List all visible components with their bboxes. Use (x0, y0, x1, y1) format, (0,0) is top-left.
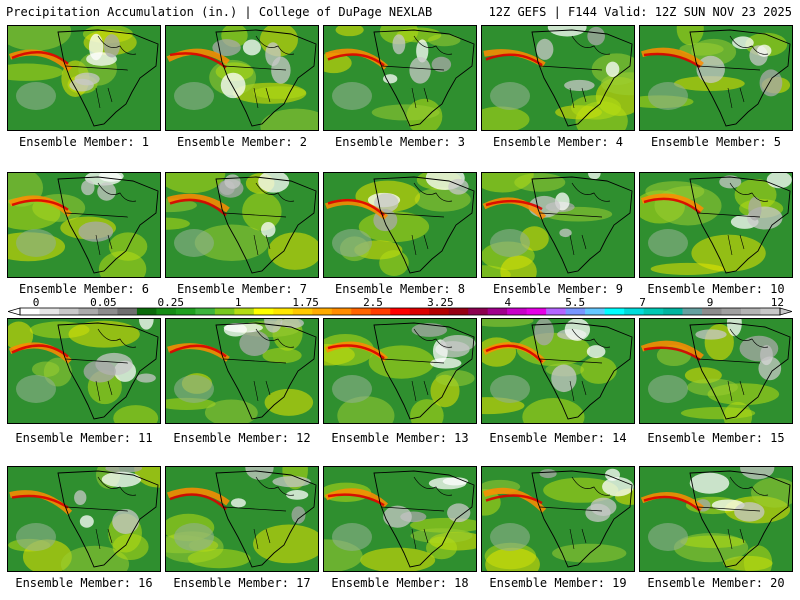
legend-swatch (741, 308, 761, 315)
legend-swatch (409, 308, 430, 315)
ensemble-member-label: Ensemble Member: 20 (647, 576, 785, 590)
ensemble-map-panel (7, 318, 161, 424)
header-valid-time: 12Z GEFS | F144 Valid: 12Z SUN NOV 23 20… (488, 5, 792, 19)
legend-swatch (546, 308, 566, 315)
legend-swatch (78, 308, 99, 315)
ensemble-map-panel (7, 466, 161, 572)
legend-swatch (468, 308, 488, 315)
legend-tick-label: 12 (771, 297, 784, 309)
ensemble-member-label: Ensemble Member: 16 (15, 576, 153, 590)
legend-swatch (312, 308, 333, 315)
ensemble-member-label: Ensemble Member: 12 (173, 431, 311, 445)
ensemble-map-panel (7, 25, 161, 131)
ensemble-member-label: Ensemble Member: 11 (15, 431, 153, 445)
ensemble-member-label: Ensemble Member: 7 (176, 282, 308, 296)
legend-swatch (760, 308, 781, 315)
legend-swatch (526, 308, 547, 315)
legend-tick-label: 0 (33, 297, 40, 309)
ensemble-member-label: Ensemble Member: 1 (18, 135, 150, 149)
legend-swatch (175, 308, 196, 315)
ensemble-map-panel (165, 25, 319, 131)
legend-swatch (292, 308, 313, 315)
legend-swatch (390, 308, 411, 315)
ensemble-member-label: Ensemble Member: 8 (334, 282, 466, 296)
legend-swatch (58, 308, 79, 315)
legend-swatch (565, 308, 586, 315)
ensemble-member-label: Ensemble Member: 4 (492, 135, 624, 149)
legend-swatch (136, 308, 157, 315)
legend-swatch (97, 308, 118, 315)
ensemble-member-label: Ensemble Member: 13 (331, 431, 469, 445)
ensemble-map-panel (323, 318, 477, 424)
legend-swatch (351, 308, 372, 315)
legend-swatch (448, 308, 469, 315)
legend-tick-label: 7 (639, 297, 646, 309)
ensemble-map-panel (165, 318, 319, 424)
legend-swatch (195, 308, 216, 315)
legend-tick-label: 9 (707, 297, 714, 309)
ensemble-member-label: Ensemble Member: 9 (492, 282, 624, 296)
ensemble-map-panel (639, 25, 793, 131)
legend-tick-label: 4 (504, 297, 511, 309)
ensemble-member-label: Ensemble Member: 3 (334, 135, 466, 149)
legend-tick-label: 1 (235, 297, 242, 309)
legend-swatch (156, 308, 177, 315)
legend-swatch (682, 308, 703, 315)
ensemble-map-panel (481, 25, 635, 131)
ensemble-member-label: Ensemble Member: 18 (331, 576, 469, 590)
legend-swatch (214, 308, 235, 315)
legend-tick-label: 2.5 (363, 297, 383, 309)
ensemble-member-label: Ensemble Member: 14 (489, 431, 627, 445)
ensemble-map-panel (481, 172, 635, 278)
ensemble-map-panel (481, 466, 635, 572)
ensemble-member-label: Ensemble Member: 6 (18, 282, 150, 296)
ensemble-member-label: Ensemble Member: 15 (647, 431, 785, 445)
legend-swatch (20, 308, 40, 315)
legend-swatch (721, 308, 742, 315)
legend-tick-label: 3.25 (427, 297, 454, 309)
ensemble-member-label: Ensemble Member: 19 (489, 576, 627, 590)
ensemble-map-panel (323, 25, 477, 131)
ensemble-map-panel (323, 466, 477, 572)
ensemble-member-label: Ensemble Member: 5 (650, 135, 782, 149)
ensemble-map-panel (639, 172, 793, 278)
ensemble-map-panel (481, 318, 635, 424)
legend-swatch (331, 308, 352, 315)
legend-swatch (507, 308, 527, 315)
ensemble-map-panel (7, 172, 161, 278)
header-title: Precipitation Accumulation (in.) | Colle… (6, 5, 433, 19)
ensemble-map-panel (639, 466, 793, 572)
ensemble-map-panel (165, 172, 319, 278)
legend-swatch (370, 308, 391, 315)
legend-tick-label: 1.75 (292, 297, 319, 309)
legend-tick-label: 5.5 (565, 297, 585, 309)
legend-tick-label: 0.05 (90, 297, 117, 309)
precip-color-legend: 0 0.05 0.25 1 1.75 2.5 3.25 4 5.5 7 9 12 (8, 297, 792, 316)
legend-swatch (624, 308, 644, 315)
legend-swatch (273, 308, 294, 315)
legend-swatch (39, 308, 60, 315)
legend-swatch (663, 308, 683, 315)
legend-swatch (585, 308, 605, 315)
legend-swatch (604, 308, 625, 315)
legend-swatch (429, 308, 450, 315)
ensemble-member-label: Ensemble Member: 10 (647, 282, 785, 296)
legend-swatch (253, 308, 274, 315)
legend-swatch (702, 308, 722, 315)
ensemble-map-panel (639, 318, 793, 424)
legend-swatch (487, 308, 508, 315)
legend-swatch (643, 308, 664, 315)
ensemble-map-panel (165, 466, 319, 572)
legend-tick-label: 0.25 (158, 297, 185, 309)
legend-swatch (234, 308, 255, 315)
legend-swatch (117, 308, 138, 315)
ensemble-member-label: Ensemble Member: 2 (176, 135, 308, 149)
ensemble-member-label: Ensemble Member: 17 (173, 576, 311, 590)
ensemble-map-panel (323, 172, 477, 278)
